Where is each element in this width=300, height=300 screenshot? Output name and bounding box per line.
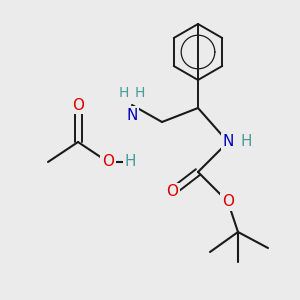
Text: H: H — [240, 134, 252, 149]
Text: H: H — [119, 86, 129, 100]
Text: H: H — [135, 86, 145, 100]
Text: O: O — [222, 194, 234, 209]
Text: N: N — [126, 107, 138, 122]
Text: N: N — [222, 134, 234, 149]
Text: H: H — [124, 154, 136, 169]
Text: O: O — [102, 154, 114, 169]
Text: O: O — [72, 98, 84, 112]
Text: O: O — [166, 184, 178, 200]
